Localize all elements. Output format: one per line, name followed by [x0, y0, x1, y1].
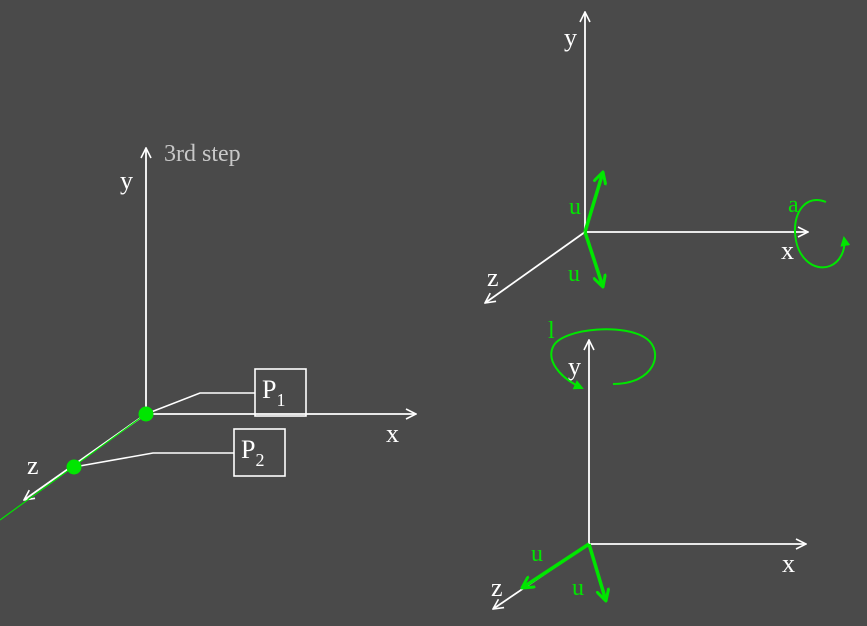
br-rotation-label: l [548, 318, 555, 344]
callout-p2-subscript: 2 [255, 450, 264, 470]
left-y-axis-label: y [120, 166, 133, 195]
tr-rotation-arrow [793, 199, 851, 269]
callout-p1-box [254, 368, 307, 417]
tr-vector-up-label: u [569, 194, 581, 220]
br-x-axis-label: x [782, 549, 795, 578]
br-rotation-arrow [550, 328, 657, 390]
tr-z-axis [485, 231, 586, 303]
tr-y-axis-label: y [564, 23, 577, 52]
tr-vector-up [583, 172, 603, 233]
tr-x-axis-label: x [781, 236, 794, 265]
point-p2-marker [66, 459, 82, 475]
br-z-axis-label: z [491, 573, 503, 602]
br-vector-z-label: u [531, 541, 543, 567]
callout-p2-label: P2 [241, 435, 264, 470]
callout-p1-leader [145, 392, 255, 415]
point-p1-marker [138, 406, 154, 422]
callout-p1-label: P1 [262, 375, 285, 410]
tr-vector-down [583, 231, 603, 287]
callout-p1-subscript: 1 [276, 390, 285, 410]
callout-p2-leader [73, 452, 234, 468]
left-z-axis-label: z [27, 451, 39, 480]
br-vector-down [587, 543, 606, 601]
tr-vector-down-label: u [568, 261, 580, 287]
br-vector-down-label: u [572, 575, 584, 601]
callout-p2-box [233, 428, 286, 477]
left-caption: 3rd step [164, 141, 241, 167]
tr-z-axis-label: z [487, 263, 499, 292]
left-x-axis-label: x [386, 419, 399, 448]
br-vector-z [522, 542, 590, 588]
bottom-right-diagram: y x z u u l [491, 318, 806, 609]
left-diagram: 3rd step y x z P1 P2 [0, 141, 416, 521]
tr-rotation-label: a [788, 192, 799, 218]
br-y-axis-label: y [568, 352, 581, 381]
top-right-diagram: y x z u u a [485, 12, 851, 303]
